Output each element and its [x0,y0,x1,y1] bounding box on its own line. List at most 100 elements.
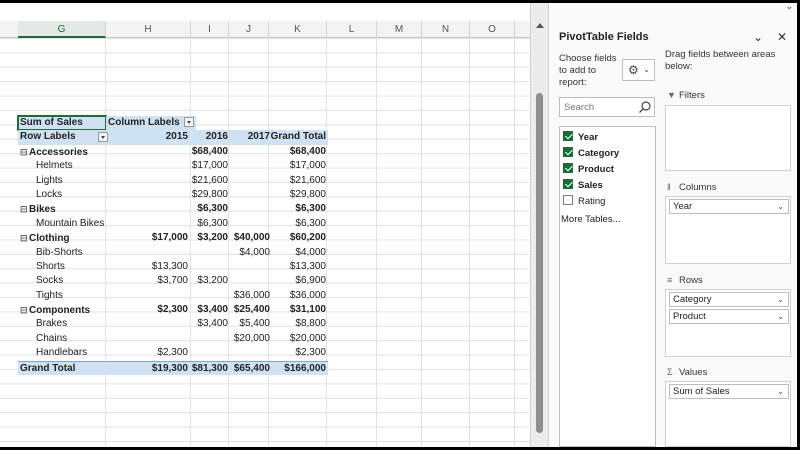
pivot-item-row[interactable]: Chains $20,000 $20,000 [18,332,328,346]
collapse-icon[interactable]: ⊟ [20,146,28,157]
field-item-product[interactable]: Product [563,163,614,177]
value-cell-v2016[interactable]: $3,200 [197,232,228,244]
rows-field-product[interactable]: Product ⌄ [669,309,789,324]
year-2016-header[interactable]: 2016 [205,131,228,143]
value-cell-total[interactable]: $31,100 [289,304,326,316]
value-cell-v2016[interactable] [188,346,228,360]
value-cell-v2015[interactable] [106,246,188,260]
value-cell-v2015[interactable] [106,202,188,216]
filters-drop-area[interactable] [665,105,791,171]
value-cell-total[interactable]: $2,300 [295,347,326,359]
search-input[interactable] [560,98,638,116]
columns-field-year[interactable]: Year ⌄ [669,199,789,214]
pivot-item-row[interactable]: Helmets $17,000 $17,000 [18,159,328,173]
collapse-icon[interactable]: ⊟ [20,204,28,215]
value-cell-v2016[interactable] [188,260,228,274]
rows-field-category[interactable]: Category ⌄ [669,292,789,307]
value-cell-v2017[interactable] [228,260,270,274]
value-cell-v2017[interactable]: $20,000 [233,332,270,344]
value-cell-total[interactable]: $6,300 [295,217,326,229]
rows-drop-area[interactable]: Category ⌄ Product ⌄ [665,289,791,357]
column-header-g[interactable]: G [18,21,106,38]
more-tables-link[interactable]: More Tables... [561,214,621,225]
field-search-box[interactable] [559,97,655,117]
column-header-j[interactable]: J [229,21,269,38]
value-cell-total[interactable]: $17,000 [289,160,326,172]
pivot-item-row[interactable]: Handlebars $2,300 $2,300 [18,346,328,360]
field-item-sales[interactable]: Sales [563,179,603,193]
pivot-item-row[interactable]: Bib-Shorts $4,000 $4,000 [18,246,328,260]
field-checkbox[interactable] [563,195,573,205]
pivot-table[interactable]: Sum of Sales Column Labels Row Labels 20… [17,114,328,376]
grand-total-row[interactable]: Grand Total $19,300 $81,300 $65,400 $166… [18,360,328,376]
pivot-item-row[interactable]: Brakes $3,400 $5,400 $8,800 [18,317,328,331]
value-cell-v2015[interactable] [106,332,188,346]
value-cell-v2015[interactable] [106,174,188,188]
value-cell-v2017[interactable] [228,174,270,188]
value-cell-v2017[interactable] [228,274,270,288]
value-cell-v2017[interactable] [228,159,270,173]
column-labels-filter-button[interactable] [183,117,194,128]
column-header-n[interactable]: N [422,21,470,38]
pivot-group-row[interactable]: ⊟Components $2,300 $3,400 $25,400 $31,100 [18,303,328,317]
value-cell-v2016[interactable] [188,332,228,346]
value-cell-v2017[interactable]: $5,400 [239,318,270,330]
value-cell-total[interactable]: $68,400 [289,145,326,157]
column-header-o[interactable]: O [470,21,515,38]
pane-options-chevron-icon[interactable]: ⌄ [753,30,764,44]
column-header-l[interactable]: L [327,21,377,38]
value-cell-v2015[interactable] [106,217,188,231]
value-cell-v2017[interactable]: $4,000 [239,246,270,258]
pivot-item-row[interactable]: Mountain Bikes $6,300 $6,300 [18,217,328,231]
value-cell-v2015[interactable]: $2,300 [157,347,188,359]
column-header-m[interactable]: M [377,21,422,38]
value-cell-v2016[interactable]: $3,400 [197,304,228,316]
row-labels-cell[interactable]: Row Labels [18,130,108,144]
value-cell-v2017[interactable] [228,188,270,202]
value-cell-v2016[interactable]: $3,200 [197,275,228,287]
collapse-icon[interactable]: ⊟ [20,233,28,244]
values-drop-area[interactable]: Sum of Sales ⌄ [665,381,791,447]
value-cell-v2015[interactable] [106,145,188,159]
ribbon-collapse-chevron-icon[interactable]: ⌄ [785,1,793,11]
pivot-item-row[interactable]: Shorts $13,300 $13,300 [18,260,328,274]
value-cell-total[interactable]: $20,000 [289,332,326,344]
close-icon[interactable]: ✕ [777,30,788,44]
tools-button[interactable]: ⚙ ⌄ [622,59,655,81]
field-checkbox[interactable] [563,147,573,157]
value-cell-v2015[interactable]: $13,300 [151,260,188,272]
value-cell-v2016[interactable]: $6,300 [197,217,228,229]
field-checkbox[interactable] [563,131,573,141]
pivot-group-row[interactable]: ⊟Clothing $17,000 $3,200 $40,000 $60,200 [18,231,328,245]
value-cell-total[interactable]: $6,300 [295,203,326,215]
value-cell-total[interactable]: $21,600 [289,174,326,186]
year-2015-header[interactable]: 2015 [165,131,188,143]
value-cell-v2015[interactable]: $3,700 [157,275,188,287]
column-header-i[interactable]: I [191,21,229,38]
value-cell-total[interactable]: $13,300 [289,260,326,272]
chevron-down-icon[interactable]: ⌄ [777,295,784,304]
value-cell-v2015[interactable] [106,159,188,173]
value-cell-v2016[interactable]: $68,400 [191,145,228,157]
pivot-group-row[interactable]: ⊟Bikes $6,300 $6,300 [18,202,328,216]
value-cell-v2015[interactable]: $17,000 [151,232,188,244]
value-cell-v2016[interactable]: $17,000 [191,160,228,172]
value-cell-v2017[interactable]: $36,000 [233,289,270,301]
value-cell-v2015[interactable]: $2,300 [157,304,188,316]
scroll-up-arrow-icon[interactable] [536,23,544,28]
chevron-down-icon[interactable]: ⌄ [777,312,784,321]
field-list[interactable]: Year Category Product Sales Rating More … [559,126,656,447]
value-cell-v2017[interactable]: $40,000 [233,232,270,244]
value-cell-v2017[interactable] [228,217,270,231]
value-cell-v2016[interactable] [188,246,228,260]
value-cell-v2015[interactable] [106,317,188,331]
value-cell-total[interactable]: $4,000 [295,246,326,258]
column-labels-cell[interactable]: Column Labels [106,116,196,131]
value-cell-v2017[interactable] [228,202,270,216]
scrollbar-thumb[interactable] [536,93,543,433]
value-cell-v2015[interactable] [106,289,188,303]
value-cell-total[interactable]: $29,800 [289,188,326,200]
year-2017-header[interactable]: 2017 [247,131,270,143]
pivot-item-row[interactable]: Tights $36,000 $36,000 [18,289,328,303]
